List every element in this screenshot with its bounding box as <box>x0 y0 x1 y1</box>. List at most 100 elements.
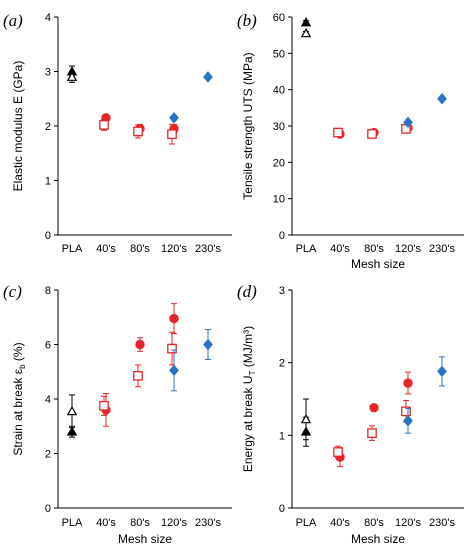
marker-square <box>133 370 143 381</box>
marker-diamond <box>403 415 413 427</box>
marker-square <box>167 343 177 354</box>
x-tick-label: 230's <box>195 517 221 529</box>
data-point-open-square <box>133 364 143 388</box>
y-tick-label: 6 <box>45 340 51 352</box>
marker-diamond <box>403 116 413 129</box>
x-tick-label: PLA <box>62 517 83 529</box>
x-tick-label: 230's <box>195 243 221 255</box>
y-tick-label: 60 <box>273 12 285 24</box>
marker-square <box>367 428 377 439</box>
data-point-open-square <box>333 127 343 138</box>
marker-diamond <box>437 92 447 105</box>
marker-diamond <box>169 112 179 124</box>
data-point-filled-circle <box>135 337 145 352</box>
y-tick-label: 2 <box>279 358 285 370</box>
y-tick-label: 1 <box>45 176 51 188</box>
panel-label: (b) <box>237 11 257 30</box>
x-tick-label: 80's <box>130 243 150 255</box>
x-tick-label: 40's <box>96 517 116 529</box>
panel-label: (a) <box>3 11 23 30</box>
y-tick-label: 20 <box>273 157 285 169</box>
marker-circle <box>169 313 179 324</box>
data-point-open-square <box>367 425 377 441</box>
data-point-filled-circle <box>403 371 413 395</box>
data-point-open-square <box>99 395 109 416</box>
x-tick-label: 120's <box>161 243 187 255</box>
x-tick-label: PLA <box>62 243 83 255</box>
marker-triangle <box>66 426 78 436</box>
y-tick-label: 30 <box>273 121 285 133</box>
y-tick-label: 2 <box>45 449 51 461</box>
chart-panel-c: 0 2 4 6 8 PLA 40's 80's 120's 230's Mesh size Strai… <box>3 282 232 546</box>
chart-panel-a: 0 1 2 3 4 PLA 40's 80's 120's 230's Elastic modulu… <box>3 11 232 255</box>
y-axis-label: Elastic modulus E (GPa) <box>11 61 25 192</box>
marker-triangle <box>300 413 312 424</box>
y-tick-label: 0 <box>45 230 51 242</box>
y-axis-label: Strain at break εb (%) <box>11 342 27 455</box>
data-point-diamond <box>403 407 413 434</box>
y-axis-label: Energy at break UT (MJ/m³) <box>241 326 257 472</box>
chart-panel-d: 0 1 2 3 PLA 40's 80's 120's 230's Mesh size Energy… <box>237 282 464 546</box>
data-point-open-square <box>133 124 143 139</box>
marker-diamond <box>203 71 213 83</box>
data-point-diamond <box>169 112 179 124</box>
x-tick-label: 40's <box>330 243 350 255</box>
y-tick-label: 0 <box>45 503 51 515</box>
marker-triangle <box>66 405 78 416</box>
x-tick-label: 80's <box>364 517 384 529</box>
x-axis-label: Mesh size <box>351 257 405 271</box>
marker-square <box>99 120 109 130</box>
marker-circle <box>403 378 413 388</box>
x-tick-label: 120's <box>395 517 421 529</box>
data-point-open-triangle <box>66 394 78 429</box>
marker-diamond <box>169 364 179 377</box>
data-point-open-triangle <box>300 27 312 38</box>
data-point-open-triangle <box>66 71 78 83</box>
data-point-diamond <box>203 71 213 83</box>
x-tick-label: 230's <box>429 243 455 255</box>
x-tick-label: 120's <box>161 517 187 529</box>
data-point-open-square <box>99 118 109 131</box>
y-tick-label: 3 <box>279 285 285 297</box>
data-point-diamond <box>437 356 447 387</box>
data-point-open-square <box>333 445 343 459</box>
x-tick-label: 40's <box>96 243 116 255</box>
y-tick-label: 0 <box>279 230 285 242</box>
y-tick-label: 3 <box>45 67 51 79</box>
data-point-open-square <box>167 331 177 366</box>
marker-triangle <box>66 71 78 81</box>
y-tick-label: 4 <box>45 12 51 24</box>
data-point-filled-circle <box>369 403 379 413</box>
x-tick-label: PLA <box>296 517 317 529</box>
marker-triangle <box>300 27 312 38</box>
data-point-diamond <box>403 116 413 129</box>
data-point-diamond <box>203 329 213 360</box>
x-tick-label: 230's <box>429 517 455 529</box>
marker-triangle <box>300 17 312 27</box>
x-axis-label: Mesh size <box>351 532 405 546</box>
y-tick-label: 40 <box>273 85 285 97</box>
data-point-filled-circle <box>169 303 179 335</box>
x-tick-label: 80's <box>364 243 384 255</box>
marker-square <box>167 129 177 140</box>
data-point-open-square <box>367 129 377 139</box>
y-tick-label: 0 <box>279 503 285 515</box>
y-tick-label: 50 <box>273 48 285 60</box>
marker-square <box>333 447 343 457</box>
y-tick-label: 10 <box>273 194 285 206</box>
panel-label: (d) <box>237 282 257 301</box>
chart-panel-b: 0 10 20 30 40 50 60 PLA 40's 80's 120's 230's Mesh s… <box>237 11 464 271</box>
x-tick-label: 80's <box>130 517 150 529</box>
marker-square <box>367 129 377 139</box>
marker-diamond <box>437 365 447 378</box>
marker-square <box>133 126 143 137</box>
data-point-open-triangle <box>300 398 312 441</box>
panel-label: (c) <box>3 282 22 301</box>
x-tick-label: 40's <box>330 517 350 529</box>
marker-circle <box>135 339 145 350</box>
marker-square <box>333 127 343 138</box>
data-point-open-square <box>167 123 177 145</box>
x-tick-label: 120's <box>395 243 421 255</box>
y-axis-label: Tensile strength UTS (MPa) <box>241 52 255 199</box>
